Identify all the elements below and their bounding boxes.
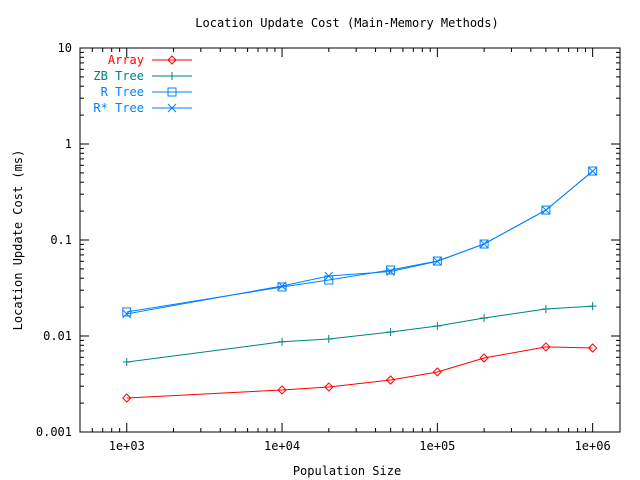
data-point (277, 281, 287, 291)
data-point (479, 239, 489, 249)
data-point (122, 309, 132, 319)
data-point (278, 337, 287, 346)
data-point (324, 335, 333, 344)
data-point (588, 166, 598, 176)
data-point (541, 205, 551, 215)
series-line (126, 170, 593, 315)
x-tick-label: 1e+06 (575, 439, 611, 453)
data-point (122, 393, 132, 403)
series-line (126, 170, 593, 313)
data-point (324, 382, 334, 392)
legend-marker (167, 55, 177, 65)
data-point (480, 313, 489, 322)
data-point (324, 271, 334, 281)
y-tick-label: 10 (58, 41, 72, 55)
series-r-tree (122, 166, 598, 317)
series-line (126, 305, 593, 363)
legend-label: ZB Tree (93, 69, 144, 83)
y-tick-label: 0.1 (50, 233, 72, 247)
data-point (541, 305, 550, 314)
legend-marker (167, 87, 177, 97)
data-point (432, 256, 442, 266)
data-point (588, 302, 597, 311)
data-point (122, 307, 132, 317)
legend-item: R Tree (101, 85, 192, 99)
legend-item: ZB Tree (93, 69, 192, 83)
plot-frame (79, 47, 621, 433)
legend-marker (167, 103, 177, 113)
legend-label: R Tree (101, 85, 144, 99)
data-point (479, 353, 489, 363)
y-axis-label: Location Update Cost (ms) (11, 150, 25, 331)
data-point (386, 267, 395, 276)
legend-label: R* Tree (93, 101, 144, 115)
chart-title: Location Update Cost (Main-Memory Method… (195, 16, 498, 30)
y-tick-label: 0.01 (43, 329, 72, 343)
series-r-tree (122, 166, 598, 319)
data-point (433, 322, 442, 331)
data-point (432, 367, 443, 377)
data-point (386, 265, 396, 275)
x-tick-label: 1e+04 (264, 439, 300, 453)
data-point (541, 342, 551, 352)
series-zb-tree (122, 302, 597, 366)
data-point (432, 256, 442, 266)
data-point (479, 239, 489, 249)
y-tick-label: 1 (65, 137, 72, 151)
legend-label: Array (108, 53, 144, 67)
data-point (386, 328, 395, 337)
legend-marker (168, 72, 176, 80)
series-line (126, 346, 593, 399)
x-tick-label: 1e+03 (109, 439, 145, 453)
legend-item: R* Tree (93, 101, 192, 115)
legend-item: Array (108, 53, 192, 67)
x-axis-label: Population Size (293, 464, 401, 478)
x-tick-label: 1e+05 (419, 439, 455, 453)
data-point (588, 166, 598, 176)
data-point (385, 375, 396, 385)
data-point (277, 385, 287, 395)
series-array (122, 342, 598, 403)
data-point (587, 343, 598, 353)
data-point (541, 205, 551, 215)
data-point (122, 358, 131, 366)
y-tick-label: 0.001 (36, 425, 72, 439)
